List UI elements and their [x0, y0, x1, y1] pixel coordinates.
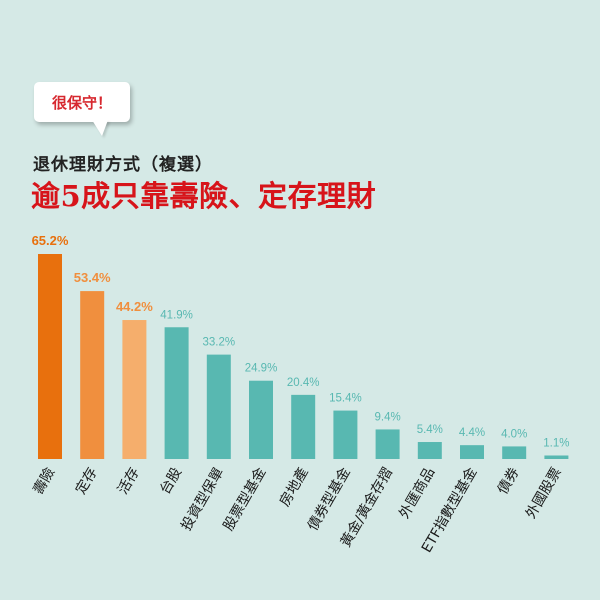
bar-4 [164, 327, 189, 459]
value-label-12: 4.0% [501, 428, 527, 440]
value-label-8: 15.4% [329, 393, 362, 405]
category-label-12: 債券 [495, 465, 523, 497]
category-label-7: 房地產 [276, 465, 312, 510]
value-label-4: 41.9% [160, 309, 193, 321]
value-label-13: 1.1% [543, 438, 569, 450]
bar-13 [544, 455, 569, 459]
bar-10 [417, 442, 442, 459]
bar-3 [122, 320, 147, 459]
category-label-13: 外國股票 [523, 465, 565, 521]
value-label-5: 33.2% [202, 337, 235, 349]
category-label-8: 債券型基金 [304, 465, 354, 534]
bar-5 [206, 354, 231, 459]
category-label-10: 外匯商品 [396, 465, 438, 521]
value-label-3: 44.2% [116, 299, 153, 314]
bar-1 [38, 254, 62, 459]
category-label-3: 活存 [115, 465, 143, 497]
chart-title: 逾5成只靠壽險、定存理財 [31, 179, 377, 213]
badge-bubble: 很保守！ [34, 82, 130, 122]
category-label-5: 投資型保單 [178, 465, 227, 534]
chart-subtitle: 退休理財方式（複選） [33, 155, 213, 175]
category-label-4: 台股 [157, 465, 185, 497]
value-label-2: 53.4% [74, 270, 111, 285]
bar-9 [375, 429, 400, 459]
category-label-2: 定存 [73, 465, 101, 497]
bar-11 [460, 445, 484, 459]
bubble-tail [92, 120, 108, 136]
category-label-6: 股票型基金 [220, 465, 270, 534]
bar-6 [249, 380, 273, 459]
badge-label: 很保守！ [51, 93, 112, 112]
bar-12 [502, 446, 527, 459]
category-label-1: 壽險 [31, 465, 59, 497]
bar-8 [333, 410, 358, 459]
bar-2 [80, 291, 105, 459]
value-label-1: 65.2% [32, 233, 69, 248]
value-label-11: 4.4% [459, 427, 485, 439]
bar-7 [291, 394, 316, 459]
value-label-6: 24.9% [245, 363, 278, 375]
value-label-9: 9.4% [374, 411, 400, 423]
value-label-7: 20.4% [287, 377, 320, 389]
value-label-10: 5.4% [417, 424, 443, 436]
